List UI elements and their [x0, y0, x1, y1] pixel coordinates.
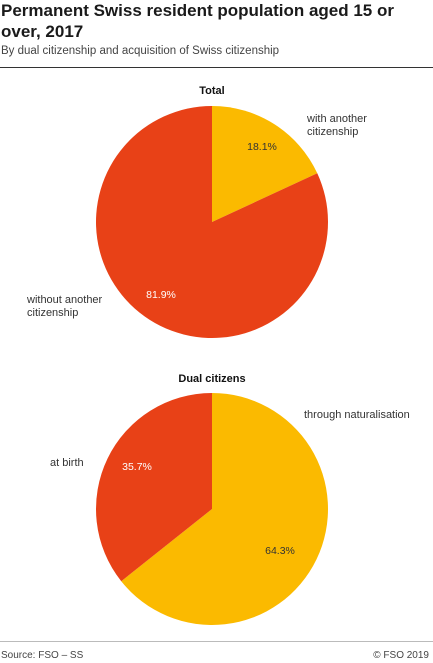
footer-divider	[0, 641, 433, 642]
pie-total-label-with-another: with another citizenship	[306, 113, 370, 138]
pie-total-label-without-another: without another citizenship	[26, 294, 105, 319]
pie-total-title: Total	[199, 85, 224, 97]
pie-total-value-without-another: 81.9%	[146, 289, 176, 301]
pie-charts-svg: Total 18.1% 81.9% with another citizensh…	[26, 85, 410, 625]
pie-dual-slice-naturalisation[interactable]	[121, 393, 329, 625]
chart-subtitle: By dual citizenship and acquisition of S…	[1, 45, 280, 57]
label-line: citizenship	[27, 307, 78, 319]
pie-dual-value-at-birth: 35.7%	[122, 461, 152, 473]
pie-dual-title: Dual citizens	[178, 373, 245, 385]
pie-total-value-with-another: 18.1%	[247, 141, 277, 153]
chart-title: Permanent Swiss resident population aged…	[1, 1, 394, 41]
label-line: without another	[26, 294, 103, 306]
pie-total: Total 18.1% 81.9% with another citizensh…	[26, 85, 370, 338]
source-note: Source: FSO – SS	[1, 650, 84, 661]
pie-dual: Dual citizens 64.3% 35.7% through natura…	[50, 373, 410, 625]
pie-dual-label-naturalisation: through naturalisation	[304, 409, 410, 421]
copyright-note: © FSO 2019	[373, 650, 429, 661]
label-line: with another	[306, 113, 367, 125]
pie-total-slice-without-another[interactable]	[96, 106, 329, 338]
pie-dual-value-naturalisation: 64.3%	[265, 545, 295, 557]
pie-dual-slice-at-birth[interactable]	[96, 393, 212, 582]
pie-total-slice-with-another[interactable]	[212, 106, 318, 222]
header-divider	[0, 67, 433, 68]
label-line: citizenship	[307, 126, 358, 138]
pie-dual-label-at-birth: at birth	[50, 457, 84, 469]
